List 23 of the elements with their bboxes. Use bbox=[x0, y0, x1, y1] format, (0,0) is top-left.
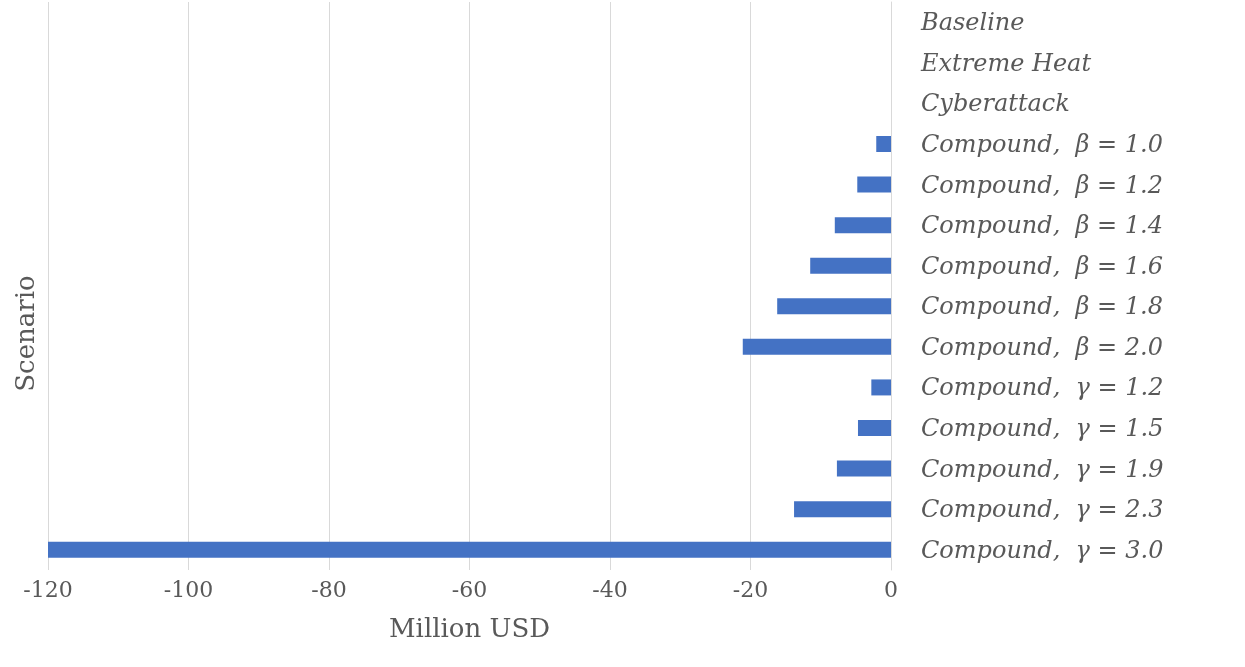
x-tick-label: -40 bbox=[592, 576, 628, 602]
y-tick-label: Baseline bbox=[920, 8, 1025, 37]
y-tick-label: Extreme Heat bbox=[920, 48, 1092, 77]
x-tick-label: -120 bbox=[23, 576, 73, 602]
y-tick-label: Compound, β = 1.6 bbox=[921, 251, 1163, 280]
x-tick-label: -80 bbox=[311, 576, 347, 602]
x-tick-label: -20 bbox=[732, 576, 769, 602]
y-tick-label: Cyberattack bbox=[921, 89, 1070, 118]
y-tick-label: Compound, γ = 1.5 bbox=[921, 414, 1164, 442]
y-tick-label: Compound, γ = 2.3 bbox=[921, 495, 1164, 524]
y-axis-title: Scenario bbox=[10, 275, 40, 392]
x-tick-label: 0 bbox=[884, 576, 898, 602]
y-tick-label: Compound, β = 1.4 bbox=[921, 211, 1163, 240]
x-tick-label: -60 bbox=[451, 576, 488, 602]
x-axis-title: Million USD bbox=[388, 613, 551, 643]
y-tick-label: Compound, β = 1.2 bbox=[921, 170, 1163, 199]
y-tick-label: Compound, β = 1.8 bbox=[921, 292, 1163, 321]
y-tick-label: Compound, β = 1.0 bbox=[921, 130, 1163, 158]
y-tick-label: Compound, γ = 3.0 bbox=[921, 535, 1164, 564]
y-tick-label: Compound, β = 2.0 bbox=[921, 332, 1163, 361]
y-tick-label: Compound, γ = 1.2 bbox=[921, 373, 1164, 402]
y-tick-label: Compound, γ = 1.9 bbox=[921, 454, 1164, 483]
x-tick-label: -100 bbox=[163, 576, 214, 602]
